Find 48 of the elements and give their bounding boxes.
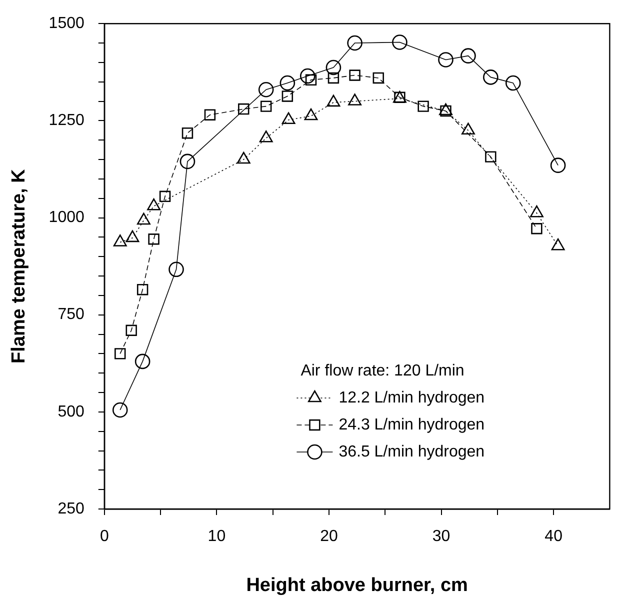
point (180, 154, 196, 170)
point (182, 128, 194, 139)
y-tick-label: 1000 (48, 209, 84, 226)
y-tick-label: 750 (58, 306, 84, 324)
y-tick-label: 1250 (48, 112, 84, 130)
point (148, 234, 160, 245)
x-tick-label: 30 (432, 528, 450, 546)
point (485, 151, 496, 162)
x-tick-label: 10 (208, 528, 226, 546)
point (347, 35, 362, 51)
point (134, 354, 150, 370)
point (418, 100, 429, 112)
legend-label: 36.5 L/min hydrogen (338, 443, 485, 460)
point (505, 75, 521, 91)
x-tick-label: 20 (320, 528, 338, 546)
point (483, 70, 498, 85)
point (372, 72, 384, 84)
legend-label: 24.3 L/min hydrogen (338, 416, 485, 434)
x-tick-label: 0 (100, 528, 109, 546)
point (349, 70, 360, 81)
point (136, 284, 148, 296)
point (258, 82, 274, 98)
point (114, 348, 126, 360)
point (460, 48, 476, 64)
point (204, 109, 216, 120)
x-tick-label: 40 (544, 528, 563, 546)
point (126, 324, 137, 336)
point (326, 60, 342, 76)
point (260, 100, 272, 112)
point (328, 72, 340, 84)
x-axis-title: Height above burner, cm (246, 574, 468, 596)
point (392, 34, 408, 50)
y-tick-label: 500 (58, 403, 84, 420)
point (238, 103, 250, 115)
point (531, 223, 542, 234)
legend-title: Air flow rate: 120 L/min (300, 362, 464, 380)
point (168, 262, 184, 278)
y-tick-label: 1500 (48, 15, 84, 32)
legend-label: 12.2 L/min hydrogen (338, 389, 485, 406)
point (280, 75, 296, 91)
point (282, 90, 294, 102)
point (438, 52, 454, 68)
point (112, 402, 128, 418)
y-axis-title: Flame temperature, K (8, 168, 30, 364)
point (550, 158, 566, 173)
point (159, 190, 171, 202)
y-tick-label: 250 (58, 500, 84, 518)
point (300, 68, 316, 84)
